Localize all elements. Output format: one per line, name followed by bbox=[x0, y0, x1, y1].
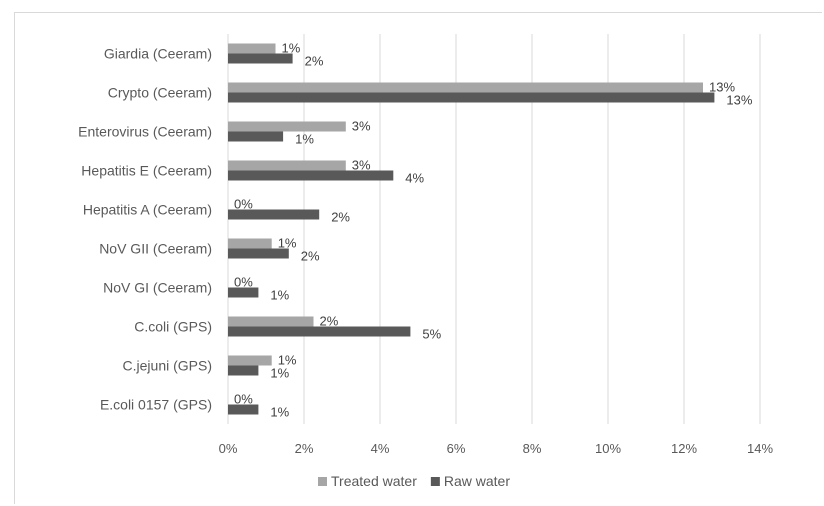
raw-water-data-label: 1% bbox=[270, 366, 289, 381]
category-label: Hepatitis A (Ceeram) bbox=[83, 202, 212, 218]
treated-water-data-label: 0% bbox=[234, 197, 253, 212]
category-label: Enterovirus (Ceeram) bbox=[78, 124, 212, 140]
treated-water-data-label: 3% bbox=[352, 158, 371, 173]
raw-water-data-label: 1% bbox=[270, 405, 289, 420]
category-label: C.coli (GPS) bbox=[134, 319, 212, 335]
raw-water-bar bbox=[228, 287, 259, 298]
legend-label-raw-water: Raw water bbox=[444, 473, 510, 489]
x-tick-label: 4% bbox=[371, 441, 390, 456]
raw-water-data-label: 5% bbox=[422, 327, 441, 342]
treated-water-bar bbox=[228, 238, 272, 249]
x-tick-label: 10% bbox=[595, 441, 621, 456]
treated-water-data-label: 0% bbox=[234, 275, 253, 290]
chart-frame bbox=[14, 12, 822, 504]
legend-swatch-treated-water bbox=[318, 477, 327, 486]
treated-water-bar bbox=[228, 121, 346, 132]
legend-label-treated-water: Treated water bbox=[331, 473, 417, 489]
treated-water-data-label: 0% bbox=[234, 392, 253, 407]
legend-swatch-raw-water bbox=[430, 477, 440, 486]
category-label: Crypto (Ceeram) bbox=[108, 85, 212, 101]
x-tick-label: 2% bbox=[295, 441, 314, 456]
treated-water-bar bbox=[228, 316, 314, 327]
treated-water-data-label: 2% bbox=[320, 314, 339, 329]
category-label: Giardia (Ceeram) bbox=[104, 46, 212, 62]
raw-water-data-label: 4% bbox=[405, 171, 424, 186]
treated-water-bar bbox=[228, 43, 276, 54]
treated-water-bar bbox=[228, 160, 346, 171]
treated-water-data-label: 1% bbox=[278, 236, 297, 251]
category-label: NoV GI (Ceeram) bbox=[103, 280, 212, 296]
raw-water-bar bbox=[228, 404, 259, 415]
raw-water-bar bbox=[228, 131, 284, 142]
raw-water-data-label: 1% bbox=[270, 288, 289, 303]
x-tick-label: 12% bbox=[671, 441, 697, 456]
raw-water-bar bbox=[228, 92, 715, 103]
raw-water-bar bbox=[228, 209, 320, 220]
raw-water-bar bbox=[228, 53, 293, 64]
raw-water-data-label: 1% bbox=[295, 132, 314, 147]
x-tick-label: 8% bbox=[523, 441, 542, 456]
raw-water-bar bbox=[228, 365, 259, 376]
treated-water-data-label: 1% bbox=[282, 41, 301, 56]
raw-water-data-label: 13% bbox=[726, 93, 752, 108]
raw-water-data-label: 2% bbox=[331, 210, 350, 225]
treated-water-data-label: 1% bbox=[278, 353, 297, 368]
x-tick-label: 14% bbox=[747, 441, 773, 456]
raw-water-bar bbox=[228, 326, 411, 337]
raw-water-data-label: 2% bbox=[301, 249, 320, 264]
category-label: C.jejuni (GPS) bbox=[123, 358, 212, 374]
raw-water-data-label: 2% bbox=[305, 54, 324, 69]
treated-water-data-label: 13% bbox=[709, 80, 735, 95]
raw-water-bar bbox=[228, 248, 289, 259]
treated-water-data-label: 3% bbox=[352, 119, 371, 134]
category-label: E.coli 0157 (GPS) bbox=[100, 397, 212, 413]
treated-water-bar bbox=[228, 82, 703, 93]
category-label: NoV GII (Ceeram) bbox=[99, 241, 212, 257]
x-tick-label: 0% bbox=[219, 441, 238, 456]
x-tick-label: 6% bbox=[447, 441, 466, 456]
raw-water-bar bbox=[228, 170, 394, 181]
treated-water-bar bbox=[228, 355, 272, 366]
category-label: Hepatitis E (Ceeram) bbox=[81, 163, 212, 179]
